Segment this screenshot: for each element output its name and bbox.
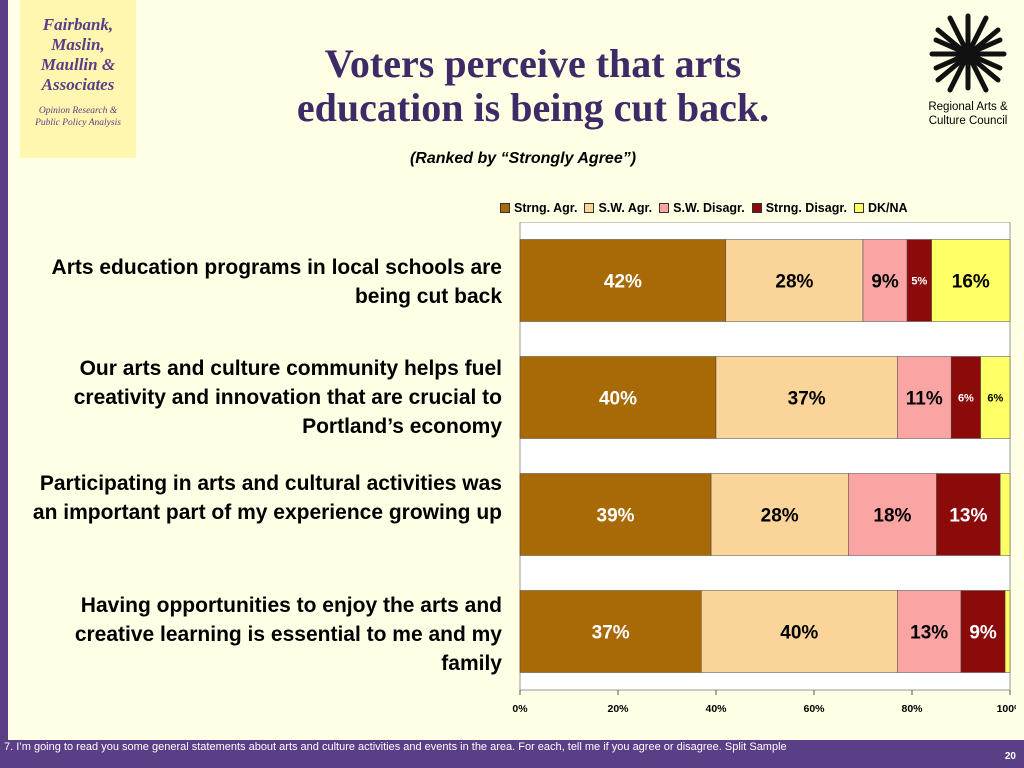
slide-subtitle: (Ranked by “Strongly Agree”): [409, 150, 637, 167]
data-label: 39%: [597, 505, 635, 526]
data-label: 37%: [788, 388, 826, 409]
data-label: 42%: [604, 271, 642, 292]
x-tick-label: 40%: [705, 703, 727, 715]
data-label: 13%: [949, 505, 987, 526]
bar-segment: [725, 239, 864, 322]
data-label: 28%: [761, 505, 799, 526]
data-label: 40%: [780, 622, 818, 643]
sponsor-logo: Regional Arts & Culture Council: [912, 10, 1024, 142]
sponsor-name: Regional Arts & Culture Council: [928, 101, 1008, 127]
bar-segment: [999, 473, 1011, 556]
bar-segment: [848, 473, 937, 556]
bar-segment: [701, 590, 898, 673]
legend-label: Strng. Disagr.: [765, 201, 847, 215]
bar-segment: [519, 356, 717, 439]
firm-tagline: Opinion Research & Public Policy Analysi…: [35, 106, 121, 128]
x-tick-label: 100%: [997, 703, 1016, 715]
legend-swatch: [500, 203, 510, 213]
row-label-4: Having opportunities to enjoy the arts a…: [74, 594, 502, 675]
legend-item: S.W. Agr.: [584, 201, 652, 215]
bar-segment: [931, 239, 1011, 322]
data-label: 6%: [958, 392, 974, 404]
legend-label: S.W. Agr.: [598, 201, 653, 215]
legend-swatch: [854, 203, 864, 213]
bar-segment: [519, 239, 727, 322]
data-label: 5%: [911, 275, 927, 287]
bar-segment: [519, 473, 712, 556]
x-tick-label: 80%: [901, 703, 923, 715]
legend-swatch: [584, 203, 595, 213]
data-label: 9%: [969, 622, 997, 643]
data-label: 28%: [775, 271, 813, 292]
bar-segment: [710, 473, 849, 556]
bar-segment: [960, 590, 1006, 673]
legend-item: Strng. Disagr.: [751, 201, 847, 215]
bar-segment: [980, 356, 1011, 439]
legend-label: DK/NA: [868, 201, 908, 215]
legend-item: Strng. Agr.: [500, 201, 577, 215]
x-tick-label: 0%: [512, 703, 528, 715]
bar-segment: [936, 473, 1001, 556]
legend-item: S.W. Disagr.: [659, 201, 745, 215]
legend-swatch: [751, 203, 762, 213]
data-label: 11%: [906, 388, 943, 409]
slide: Fairbank, Maslin, Maullin & Associates O…: [8, 0, 1024, 740]
bar-segment: [715, 356, 898, 439]
bar-segment: [897, 590, 962, 673]
chart-legend: Strng. Agr. S.W. Agr. S.W. Disagr. Strng. D…: [500, 199, 915, 217]
stacked-bar-chart: 42% 28% 9% 5% 16% 40% 37% 11% 6% 6% 39% 28% 18% 13% 37…: [512, 222, 1016, 715]
data-label: 9%: [871, 271, 899, 292]
x-tick-label: 60%: [803, 703, 825, 715]
slide-title: Voters perceive that arts education is b…: [296, 41, 770, 130]
sponsor-emblem-icon: [929, 13, 1007, 93]
firm-logo: Fairbank, Maslin, Maullin & Associates O…: [20, 0, 136, 158]
page-number: 20: [1004, 751, 1016, 762]
bar-segment: [1004, 590, 1011, 673]
legend-label: S.W. Disagr.: [673, 201, 745, 215]
data-label: 40%: [599, 388, 637, 409]
legend-label: Strng. Agr.: [514, 201, 578, 215]
row-label-2: Our arts and culture community helps fue…: [73, 357, 502, 438]
bar-segment: [862, 239, 908, 322]
row-label-1: Arts education programs in local schools…: [51, 256, 502, 308]
data-label: 6%: [987, 392, 1003, 404]
footnote: 7. I’m going to read you some general st…: [4, 741, 787, 753]
row-label-3: Participating in arts and cultural activ…: [32, 472, 502, 524]
firm-name: Fairbank, Maslin, Maullin & Associates: [40, 15, 116, 94]
data-label: 13%: [910, 622, 948, 643]
x-tick-label: 20%: [607, 703, 629, 715]
data-label: 18%: [873, 505, 911, 526]
data-label: 16%: [952, 271, 990, 292]
bar-segment: [950, 356, 981, 439]
legend-item: DK/NA: [854, 201, 908, 215]
data-label: 37%: [592, 622, 630, 643]
bar-segment: [906, 239, 932, 322]
legend-swatch: [659, 203, 670, 213]
